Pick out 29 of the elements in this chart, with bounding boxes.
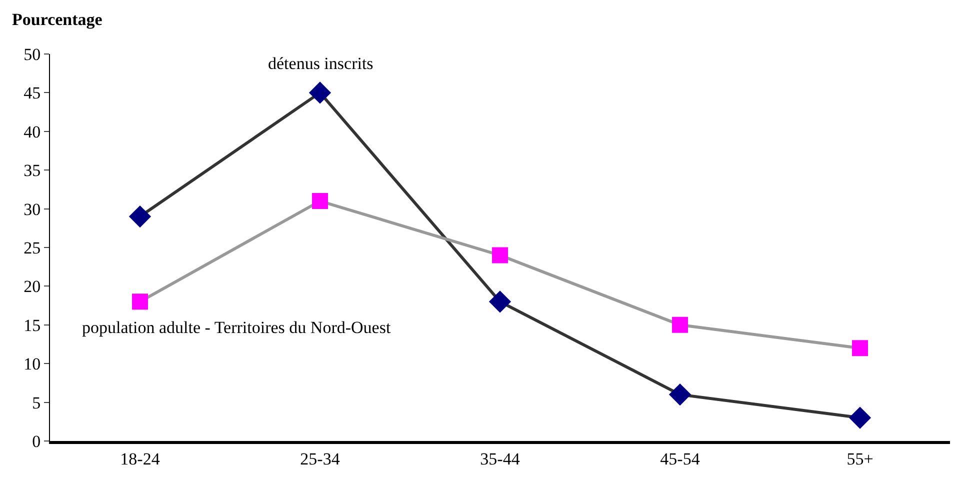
y-tick-label: 45 xyxy=(24,84,41,103)
y-tick-label: 15 xyxy=(24,316,41,335)
point xyxy=(308,82,332,104)
point xyxy=(668,384,692,406)
y-tick-label: 10 xyxy=(24,354,41,374)
point xyxy=(488,290,512,313)
y-tick-label: 0 xyxy=(32,432,41,451)
y-tick-label: 40 xyxy=(24,122,41,142)
point xyxy=(312,193,328,210)
y-tick-label: 35 xyxy=(24,161,41,180)
point xyxy=(492,247,508,264)
series-label: détenus inscrits xyxy=(268,54,374,73)
y-tick-label: 30 xyxy=(24,200,41,219)
text: population adulte - Territoires du Nord-Ouest xyxy=(82,318,391,337)
x-tick-label: 45-54 xyxy=(660,449,700,468)
y-tick-label: 50 xyxy=(24,44,41,64)
point xyxy=(848,406,872,429)
point xyxy=(852,340,868,356)
y-tick-label: 20 xyxy=(24,277,41,296)
x-tick-label: 25-34 xyxy=(300,449,340,468)
point xyxy=(672,316,688,333)
x-tick-label: 18-24 xyxy=(120,449,160,468)
y-axis-title: Pourcentage xyxy=(12,10,103,29)
x-tick-label: 35-44 xyxy=(480,449,520,468)
x-tick-label: 55+ xyxy=(846,449,874,468)
y-tick-label: 5 xyxy=(32,393,41,412)
point xyxy=(132,294,148,310)
y-tick-label: 25 xyxy=(24,238,41,258)
point xyxy=(128,205,152,228)
